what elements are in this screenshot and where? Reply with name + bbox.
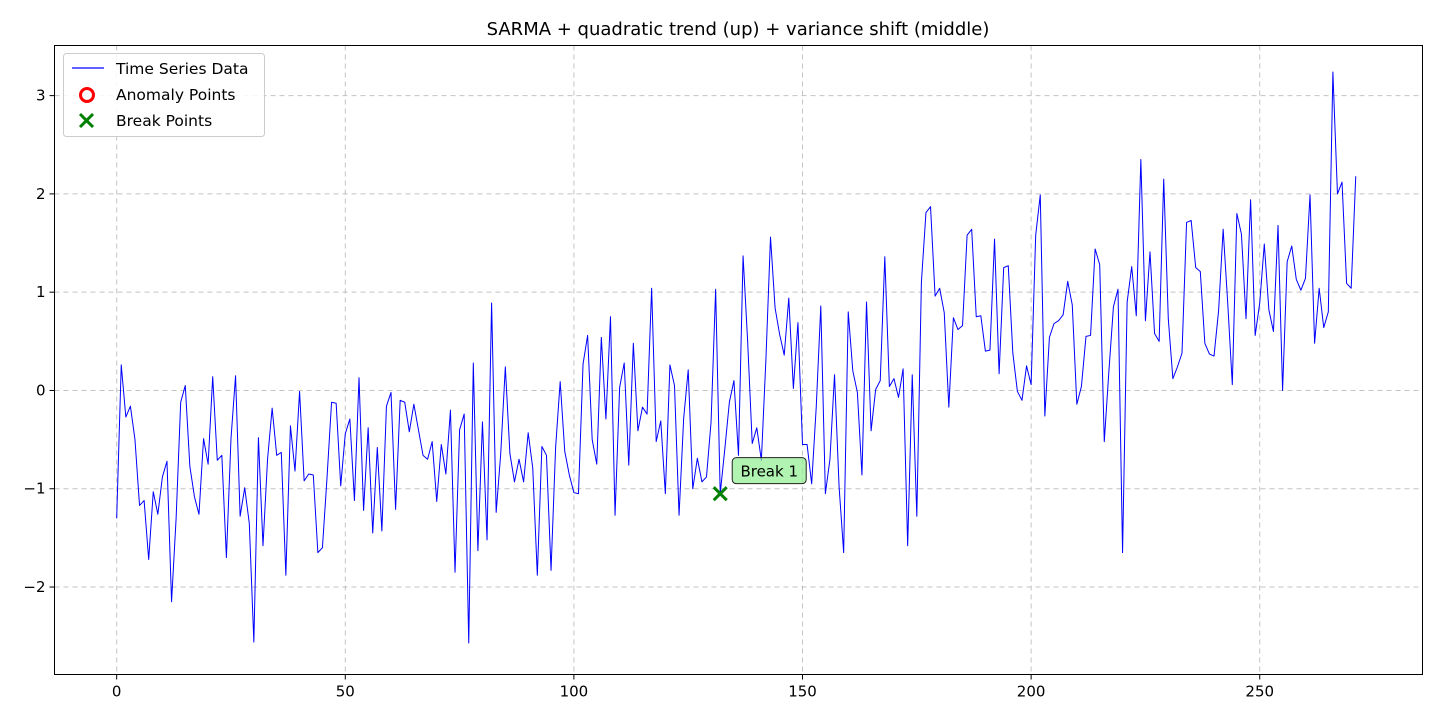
y-tick-label: 2 <box>36 185 46 203</box>
legend: Time Series Data Anomaly Points Break Po… <box>63 53 265 137</box>
y-tick-label: 3 <box>36 87 46 105</box>
x-tick-label: 100 <box>560 683 589 701</box>
series-line-time-series-data <box>116 71 1357 644</box>
plot-frame <box>54 45 1423 675</box>
y-tick-label: 0 <box>36 381 46 399</box>
chart-title: SARMA + quadratic trend (up) + variance … <box>487 19 990 40</box>
break-point-marker <box>712 486 728 502</box>
x-tick-label: 150 <box>788 683 817 701</box>
legend-label-series: Time Series Data <box>115 60 248 78</box>
legend-anomaly-marker <box>79 87 95 103</box>
markers-layer: Break 1 <box>712 457 807 502</box>
break-point-label-box <box>731 457 807 485</box>
y-tick-label: −2 <box>23 578 45 596</box>
series-layer <box>116 71 1357 644</box>
x-tick-label: 250 <box>1245 683 1274 701</box>
y-tick-label: −1 <box>23 480 45 498</box>
axis-ticks: 0 50 100 150 200 250 −2 −1 0 1 2 3 <box>23 87 1274 701</box>
legend-label-anomaly: Anomaly Points <box>116 86 235 104</box>
y-tick-label: 1 <box>36 283 46 301</box>
break-point-label: Break 1 <box>740 463 798 481</box>
x-tick-label: 200 <box>1017 683 1046 701</box>
grid-lines <box>54 45 1423 675</box>
legend-label-break: Break Points <box>116 112 212 130</box>
legend-break-marker <box>78 112 95 129</box>
x-tick-label: 50 <box>336 683 355 701</box>
x-tick-label: 0 <box>112 683 122 701</box>
legend-box <box>63 53 265 137</box>
